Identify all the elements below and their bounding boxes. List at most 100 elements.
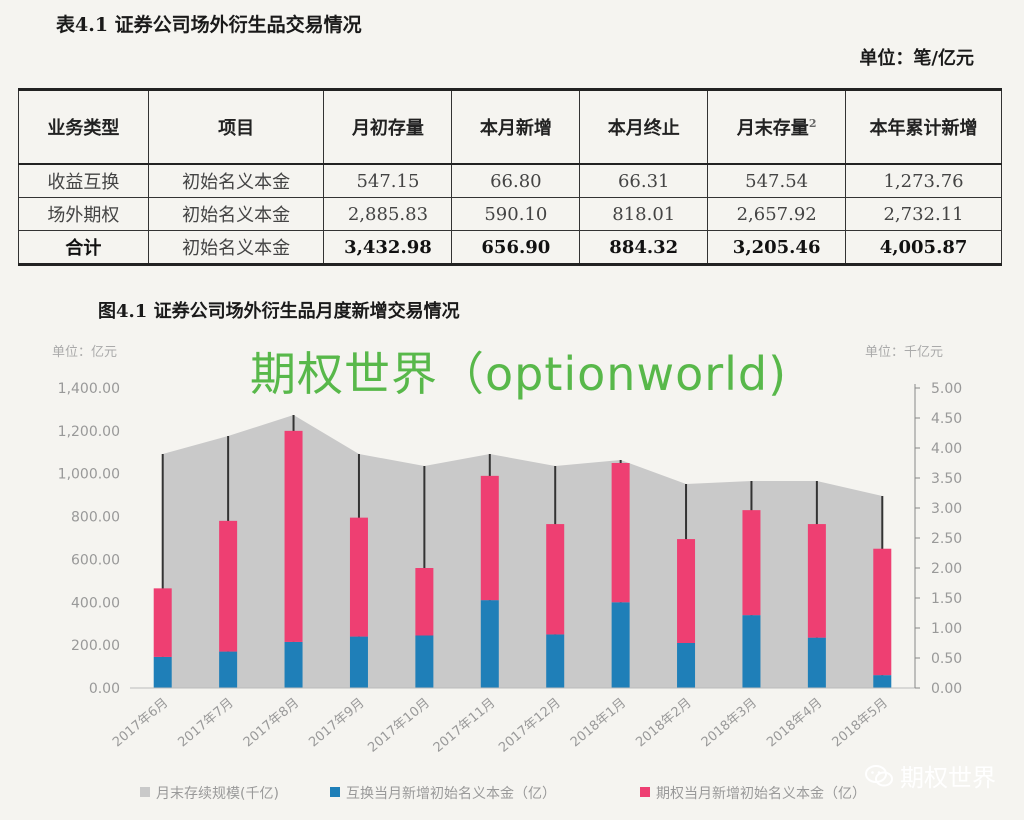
table-title: 表4.1 证券公司场外衍生品交易情况 bbox=[56, 14, 362, 36]
header-opening-balance: 月初存量 bbox=[323, 89, 453, 165]
right-tick-label: 0.50 bbox=[931, 651, 962, 667]
left-tick-label: 0.00 bbox=[89, 681, 120, 697]
table-cell: 3,205.46 bbox=[707, 230, 847, 265]
right-tick-label: 3.50 bbox=[931, 471, 962, 487]
bar-swap bbox=[807, 637, 826, 688]
bar-swap bbox=[480, 600, 499, 688]
bar-option bbox=[480, 475, 499, 601]
table-cell: 4,005.87 bbox=[845, 230, 1002, 265]
wechat-icon bbox=[865, 764, 893, 786]
left-tick-label: 800.00 bbox=[71, 510, 120, 526]
table-cell: 66.80 bbox=[451, 163, 581, 198]
category-label: 2017年10月 bbox=[365, 696, 433, 756]
monthly-derivatives-chart: 单位：亿元 单位：千亿元 0.00 200.00 400.00 600.00 800.00 1… bbox=[52, 345, 962, 802]
header-business-type: 业务类型 bbox=[18, 89, 149, 165]
bar-option bbox=[349, 517, 368, 637]
left-tick-label: 1,400.00 bbox=[58, 381, 120, 397]
table-cell: 1,273.76 bbox=[845, 163, 1002, 198]
header-new-this-month: 本月新增 bbox=[451, 89, 581, 165]
table-cell: 818.01 bbox=[579, 197, 709, 231]
right-tick-label: 4.00 bbox=[931, 441, 962, 457]
bar-swap bbox=[415, 635, 434, 688]
figure-title: 图4.1 证券公司场外衍生品月度新增交易情况 bbox=[98, 301, 460, 322]
table-cell: 初始名义本金 bbox=[147, 163, 325, 198]
bar-swap bbox=[873, 675, 892, 688]
header-ytd-new: 本年累计新增 bbox=[845, 89, 1002, 165]
bar-option bbox=[219, 520, 238, 652]
table-cell: 66.31 bbox=[579, 163, 709, 198]
category-label: 2018年4月 bbox=[764, 696, 825, 751]
right-tick-label: 2.50 bbox=[931, 531, 962, 547]
legend-label: 互换当月新增初始名义本金（亿） bbox=[346, 785, 556, 802]
table-cell: 场外期权 bbox=[18, 197, 149, 231]
table-cell: 初始名义本金 bbox=[147, 197, 325, 231]
bar-option bbox=[742, 510, 761, 616]
table-row: 收益互换 初始名义本金 547.15 66.80 66.31 547.54 1,… bbox=[18, 163, 1002, 198]
category-label: 2017年7月 bbox=[175, 696, 236, 751]
legend-swatch bbox=[140, 787, 150, 797]
right-tick-label: 5.00 bbox=[931, 381, 962, 397]
category-label: 2018年5月 bbox=[830, 696, 891, 751]
right-tick-label: 4.50 bbox=[931, 411, 962, 427]
right-tick-label: 1.00 bbox=[931, 621, 962, 637]
table-cell: 收益互换 bbox=[18, 163, 149, 198]
bar-option bbox=[153, 588, 172, 657]
category-label: 2018年1月 bbox=[568, 696, 629, 751]
left-axis-unit: 单位：亿元 bbox=[52, 345, 117, 360]
header-closing-balance: 月末存量2 bbox=[707, 89, 847, 165]
header-closing-balance-label: 月末存量 bbox=[736, 118, 809, 139]
category-label: 2018年2月 bbox=[633, 696, 694, 751]
bar-swap bbox=[153, 656, 172, 688]
category-label: 2017年9月 bbox=[306, 696, 367, 751]
left-tick-label: 1,000.00 bbox=[58, 467, 120, 483]
right-tick-label: 3.00 bbox=[931, 501, 962, 517]
table-cell: 884.32 bbox=[579, 230, 709, 265]
header-superscript: 2 bbox=[808, 117, 817, 130]
right-axis-unit: 单位：千亿元 bbox=[865, 345, 943, 360]
table-cell: 2,732.11 bbox=[845, 197, 1002, 231]
bar-option bbox=[284, 430, 303, 642]
legend-label: 月末存续规模(千亿) bbox=[156, 785, 279, 802]
left-tick-label: 600.00 bbox=[71, 552, 120, 568]
bar-option bbox=[546, 524, 565, 635]
category-label: 2018年3月 bbox=[699, 696, 760, 751]
bar-option bbox=[611, 463, 630, 603]
legend-swatch bbox=[330, 787, 340, 797]
bar-swap bbox=[611, 602, 630, 688]
bar-swap bbox=[349, 636, 368, 688]
table-cell: 590.10 bbox=[451, 197, 581, 231]
bar-swap bbox=[284, 641, 303, 688]
table-cell: 547.15 bbox=[323, 163, 453, 198]
legend-swatch bbox=[640, 787, 650, 797]
bar-option bbox=[873, 548, 892, 676]
derivatives-table: 业务类型 项目 月初存量 本月新增 本月终止 月末存量2 本年累计新增 收益互换… bbox=[18, 88, 1002, 266]
table-total-row: 合计 初始名义本金 3,432.98 656.90 884.32 3,205.4… bbox=[18, 230, 1002, 265]
table-cell: 547.54 bbox=[707, 163, 847, 198]
watermark-text: 期权世界（optionworld) bbox=[250, 347, 788, 401]
header-terminated-this-month: 本月终止 bbox=[579, 89, 709, 165]
header-item: 项目 bbox=[147, 89, 325, 165]
bar-swap bbox=[219, 651, 238, 688]
table-cell: 656.90 bbox=[451, 230, 581, 265]
bar-swap bbox=[677, 643, 696, 688]
corner-watermark: 期权世界 bbox=[864, 758, 996, 793]
table-cell: 初始名义本金 bbox=[147, 230, 325, 265]
category-label: 2017年6月 bbox=[110, 696, 171, 751]
right-tick-label: 1.50 bbox=[931, 591, 962, 607]
left-tick-label: 1,200.00 bbox=[58, 424, 120, 440]
table-unit-label: 单位：笔/亿元 bbox=[859, 48, 974, 69]
right-tick-label: 0.00 bbox=[931, 681, 962, 697]
table-cell: 2,885.83 bbox=[323, 197, 453, 231]
category-label: 2017年8月 bbox=[241, 696, 302, 751]
bar-option bbox=[415, 568, 434, 636]
table-cell: 合计 bbox=[18, 230, 149, 265]
table-cell: 2,657.92 bbox=[707, 197, 847, 231]
table-row: 场外期权 初始名义本金 2,885.83 590.10 818.01 2,657… bbox=[18, 197, 1002, 231]
bar-swap bbox=[546, 634, 565, 688]
bar-option bbox=[807, 524, 826, 638]
legend-label: 期权当月新增初始名义本金（亿） bbox=[656, 785, 866, 802]
area-outstanding bbox=[162, 415, 883, 688]
table-cell: 3,432.98 bbox=[323, 230, 453, 265]
corner-watermark-text: 期权世界 bbox=[900, 764, 996, 792]
category-label: 2017年12月 bbox=[496, 696, 564, 756]
